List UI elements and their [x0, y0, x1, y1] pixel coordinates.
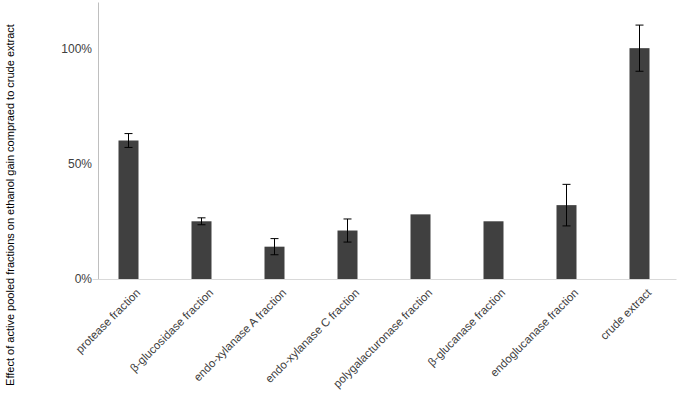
error-bar	[563, 184, 571, 226]
y-tick-label: 100%	[61, 42, 92, 56]
error-bar-line	[125, 134, 133, 148]
x-tick: polygalacturonase fraction	[331, 279, 434, 390]
y-tick-label: 50%	[68, 157, 92, 171]
error-bar-line	[563, 184, 571, 226]
y-tick-label: 0%	[75, 272, 93, 286]
x-tick: β-glucosidase fraction	[128, 279, 216, 374]
y-tick: 50%	[68, 157, 98, 171]
chart: 0% 50% 100% protease fractionβ-glucosidase …	[0, 0, 685, 419]
x-tick-label: β-glucanase fraction	[426, 286, 508, 368]
error-bar	[125, 134, 133, 148]
x-tick: β-glucanase fraction	[426, 279, 508, 368]
error-bar-line	[271, 239, 279, 255]
x-axis-line	[93, 279, 677, 280]
bar	[484, 221, 504, 279]
bars	[119, 25, 650, 279]
y-axis-title: Effect of active pooled fractions on eth…	[4, 24, 16, 386]
y-tick: 100%	[61, 42, 98, 56]
y-axis: 0% 50% 100%	[61, 3, 98, 287]
x-tick: endoglucanase fraction	[488, 279, 581, 379]
x-tick-label: β-glucosidase fraction	[128, 286, 216, 374]
bar	[630, 48, 650, 279]
error-bar	[344, 219, 352, 242]
y-axis-line	[98, 3, 99, 280]
error-bar-line	[636, 25, 644, 71]
x-tick-label: crude extract	[598, 286, 654, 342]
x-tick-label: endoglucanase fraction	[488, 286, 581, 379]
x-tick-label: polygalacturonase fraction	[331, 286, 434, 389]
bar	[192, 221, 212, 279]
error-bar-line	[198, 218, 206, 225]
error-bar-line	[344, 219, 352, 242]
bar	[411, 214, 431, 279]
error-bar	[271, 239, 279, 255]
bar	[119, 141, 139, 280]
error-bar	[198, 218, 206, 225]
x-tick: protease fraction	[73, 279, 142, 355]
x-tick-label: protease fraction	[73, 286, 142, 355]
error-bar	[636, 25, 644, 71]
x-tick: crude extract	[598, 279, 654, 342]
x-axis: protease fractionβ-glucosidase fraction e…	[73, 279, 676, 390]
